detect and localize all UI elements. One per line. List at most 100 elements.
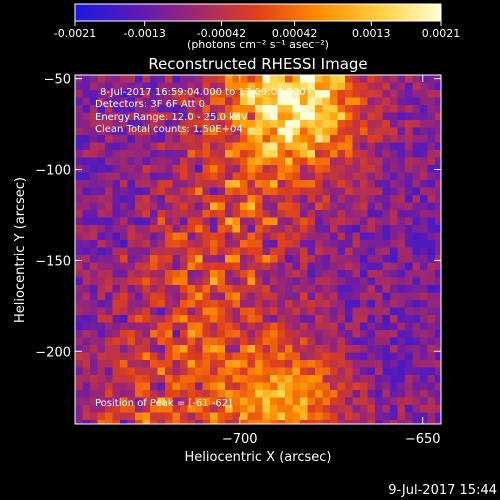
heatmap-cell	[90, 150, 98, 158]
heatmap-cell	[150, 405, 158, 413]
heatmap-cell	[97, 330, 106, 338]
heatmap-cell	[435, 232, 441, 241]
heatmap-cell	[405, 135, 413, 143]
heatmap-cell	[262, 352, 271, 361]
heatmap-cell	[135, 292, 143, 301]
heatmap-cell	[187, 285, 196, 293]
heatmap-cell	[322, 75, 331, 83]
heatmap-cell	[157, 315, 166, 323]
heatmap-cell	[157, 420, 166, 424]
heatmap-cell	[105, 202, 113, 211]
heatmap-cell	[262, 157, 271, 166]
heatmap-cell	[307, 82, 316, 91]
heatmap-cell	[285, 277, 293, 286]
heatmap-cell	[120, 247, 128, 256]
heatmap-cell	[397, 172, 406, 181]
heatmap-cell	[172, 397, 181, 406]
annotation-energy-range: Energy Range: 12.0 - 25.0 keV	[95, 112, 248, 123]
heatmap-cell	[397, 210, 406, 218]
heatmap-cell	[120, 195, 128, 203]
heatmap-cell	[82, 82, 91, 91]
heatmap-cell	[157, 367, 166, 376]
heatmap-cell	[427, 315, 436, 323]
heatmap-cell	[225, 202, 233, 211]
heatmap-cell	[427, 225, 436, 233]
heatmap-cell	[247, 345, 256, 353]
heatmap-cell	[367, 390, 376, 398]
heatmap-cell	[427, 157, 436, 166]
heatmap-cell	[202, 247, 211, 256]
heatmap-cell	[75, 202, 83, 211]
heatmap-cell	[315, 202, 323, 211]
heatmap-cell	[247, 412, 256, 421]
heatmap-cell	[195, 390, 203, 398]
heatmap-cell	[390, 360, 398, 368]
heatmap-cell	[157, 307, 166, 316]
heatmap-cell	[315, 247, 323, 256]
heatmap-cell	[225, 82, 233, 91]
heatmap-cell	[127, 210, 136, 218]
heatmap-cell	[367, 90, 376, 98]
heatmap-cell	[390, 405, 398, 413]
heatmap-cell	[210, 412, 218, 421]
heatmap-cell	[330, 412, 338, 421]
heatmap-cell	[240, 270, 248, 278]
heatmap-cell	[412, 105, 421, 113]
heatmap-cell	[240, 180, 248, 188]
heatmap-cell	[105, 217, 113, 226]
heatmap-cell	[307, 225, 316, 233]
heatmap-cell	[352, 135, 361, 143]
heatmap-cell	[315, 412, 323, 421]
heatmap-cell	[292, 307, 301, 316]
heatmap-cell	[300, 157, 308, 166]
heatmap-cell	[315, 292, 323, 301]
heatmap-cell	[247, 75, 256, 83]
heatmap-cell	[150, 382, 158, 391]
heatmap-cell	[262, 315, 271, 323]
heatmap-cell	[172, 330, 181, 338]
heatmap-cell	[157, 187, 166, 196]
heatmap-cell	[277, 247, 286, 256]
heatmap-cell	[232, 360, 241, 368]
heatmap-cell	[172, 270, 181, 278]
heatmap-cell	[240, 367, 248, 376]
heatmap-cell	[382, 232, 391, 241]
heatmap-cell	[292, 165, 301, 173]
heatmap-cell	[127, 217, 136, 226]
heatmap-cell	[247, 217, 256, 226]
heatmap-cell	[390, 210, 398, 218]
heatmap-cell	[180, 285, 188, 293]
heatmap-cell	[420, 217, 428, 226]
heatmap-cell	[382, 82, 391, 91]
heatmap-cell	[307, 165, 316, 173]
heatmap-cell	[435, 277, 441, 286]
colorbar	[75, 4, 441, 21]
heatmap-cell	[195, 150, 203, 158]
heatmap-cell	[217, 277, 226, 286]
heatmap-cell	[345, 352, 353, 361]
heatmap-cell	[255, 352, 263, 361]
heatmap-cell	[307, 90, 316, 98]
heatmap-cell	[360, 180, 368, 188]
heatmap-cell	[300, 352, 308, 361]
heatmap-cell	[142, 277, 151, 286]
heatmap-cell	[255, 307, 263, 316]
heatmap-cell	[330, 307, 338, 316]
heatmap-cell	[277, 82, 286, 91]
heatmap-cell	[382, 292, 391, 301]
heatmap-cell	[202, 270, 211, 278]
heatmap-cell	[337, 292, 346, 301]
heatmap-cell	[255, 405, 263, 413]
heatmap-cell	[247, 82, 256, 91]
heatmap-cell	[157, 90, 166, 98]
heatmap-cell	[292, 172, 301, 181]
heatmap-cell	[330, 90, 338, 98]
heatmap-cell	[435, 120, 441, 128]
heatmap-cell	[75, 420, 83, 424]
heatmap-cell	[225, 397, 233, 406]
heatmap-cell	[397, 240, 406, 248]
heatmap-cell	[390, 217, 398, 226]
heatmap-cell	[120, 82, 128, 91]
heatmap-cell	[382, 225, 391, 233]
heatmap-cell	[375, 165, 383, 173]
